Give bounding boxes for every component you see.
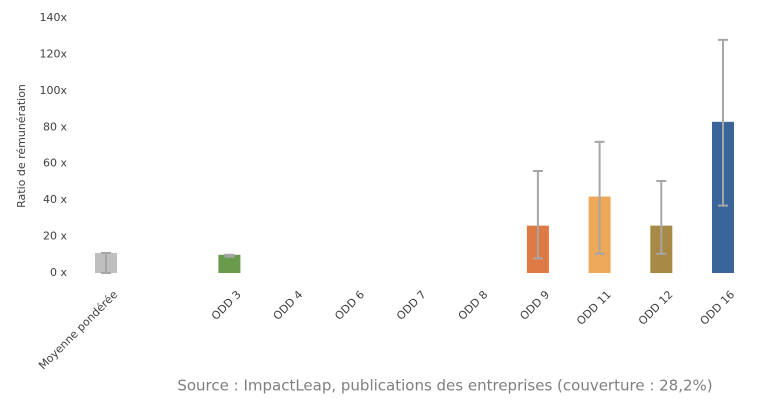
y-tick-label: 80 x bbox=[43, 120, 67, 133]
x-tick-label: ODD 9 bbox=[517, 288, 552, 323]
x-tick-label: ODD 4 bbox=[271, 288, 306, 323]
source-note: Source : ImpactLeap, publications des en… bbox=[177, 377, 712, 395]
x-tick-label: ODD 12 bbox=[636, 288, 676, 328]
x-tick-label: ODD 3 bbox=[209, 288, 244, 323]
y-tick-label: 140x bbox=[39, 11, 67, 24]
x-tick-label: ODD 7 bbox=[394, 288, 429, 323]
bar bbox=[218, 254, 241, 273]
y-tick-label: 20 x bbox=[43, 230, 67, 243]
x-tick-label: Moyenne pondérée bbox=[36, 288, 120, 372]
y-axis-label: Ratio de rémunération bbox=[15, 84, 28, 208]
x-tick-label: ODD 8 bbox=[456, 288, 491, 323]
x-tick-label: ODD 6 bbox=[332, 288, 367, 323]
y-tick-label: 120x bbox=[39, 47, 67, 60]
y-tick-label: 60 x bbox=[43, 157, 67, 170]
x-tick-label: ODD 16 bbox=[698, 288, 738, 328]
y-tick-label: 40 x bbox=[43, 193, 67, 206]
x-tick-label: ODD 11 bbox=[574, 288, 614, 328]
y-tick-label: 0 x bbox=[50, 266, 67, 279]
y-tick-label: 100x bbox=[39, 84, 67, 97]
